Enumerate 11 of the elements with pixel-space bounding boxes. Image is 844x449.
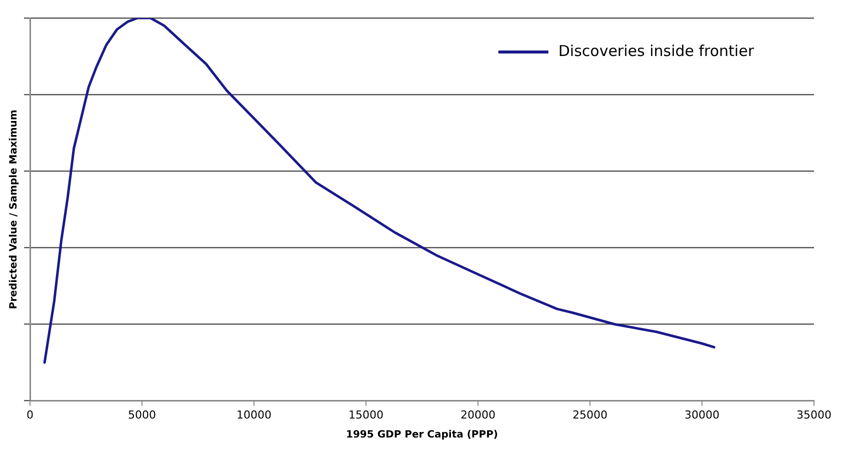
y-axis-title: Predicted Value / Sample Maximum [8,110,20,310]
x-tick-label: 30000 [684,408,720,422]
x-tick-label: 5000 [128,408,156,422]
x-tick-label: 20000 [460,408,496,422]
x-tick-label: 25000 [572,408,608,422]
x-axis-title: 1995 GDP Per Capita (PPP) [346,430,498,441]
legend-label: Discoveries inside frontier [558,42,755,60]
x-tick-label: 35000 [796,408,832,422]
x-tick-label: 15000 [348,408,384,422]
x-tick-label: 10000 [236,408,272,422]
x-tick-label: 0 [26,408,34,422]
